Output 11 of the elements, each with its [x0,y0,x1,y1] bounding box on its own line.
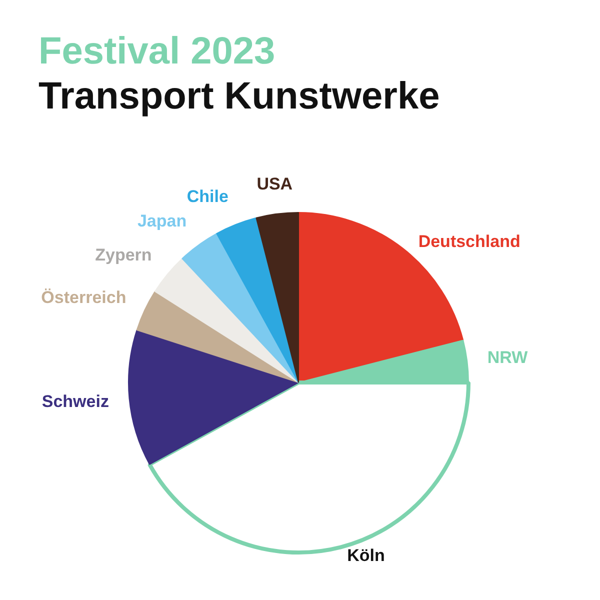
slice-label: Chile [186,187,228,206]
slice-label: NRW [487,348,529,367]
slice-label: Zypern [95,246,152,265]
slice-label: Köln [347,546,385,565]
slice-label: Schweiz [42,392,109,411]
slice-label: Japan [137,211,187,230]
slice-label: Österreich [41,288,126,307]
chart-title: Festival 2023 [38,30,276,72]
chart-subtitle: Transport Kunstwerke [38,76,440,118]
slice-label: Deutschland [418,232,520,251]
slice-label: USA [256,174,293,194]
